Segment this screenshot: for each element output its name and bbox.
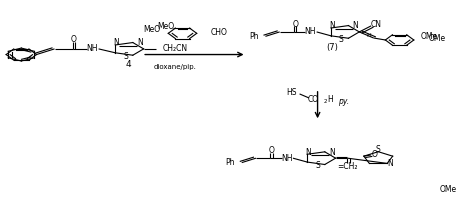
Text: O: O: [71, 35, 76, 44]
Text: H: H: [366, 33, 371, 38]
Text: N: N: [329, 148, 335, 157]
Text: S: S: [339, 35, 344, 44]
Text: CHO: CHO: [211, 28, 228, 37]
Text: =CH₂: =CH₂: [337, 162, 358, 171]
Text: CH₂CN: CH₂CN: [163, 44, 188, 53]
Text: N: N: [329, 21, 335, 30]
Text: MeO: MeO: [143, 25, 160, 34]
Text: O: O: [371, 150, 377, 159]
Text: N: N: [113, 38, 119, 47]
Text: CO: CO: [307, 96, 319, 104]
Text: NH: NH: [87, 44, 98, 53]
Text: dioxane/pip.: dioxane/pip.: [154, 64, 197, 70]
Text: H: H: [328, 96, 333, 104]
Text: NH: NH: [305, 27, 316, 36]
Text: 4: 4: [125, 60, 131, 68]
Text: py.: py.: [338, 97, 349, 105]
Text: N: N: [353, 21, 358, 30]
Text: N: N: [137, 38, 143, 47]
Text: S: S: [376, 145, 381, 154]
Text: Ph: Ph: [225, 158, 235, 167]
Text: (7): (7): [326, 43, 338, 52]
Text: CN: CN: [370, 20, 382, 29]
Text: OMe: OMe: [421, 32, 438, 41]
Text: NH: NH: [281, 154, 292, 163]
Text: S: S: [315, 161, 320, 170]
Text: MeO: MeO: [157, 22, 174, 31]
Text: OMe: OMe: [429, 34, 446, 43]
Text: N: N: [387, 159, 393, 168]
Text: N: N: [305, 148, 311, 157]
Text: O: O: [269, 146, 274, 155]
Text: S: S: [123, 52, 128, 61]
Text: O: O: [292, 20, 298, 29]
Text: HS: HS: [286, 88, 297, 97]
Text: OMe: OMe: [439, 185, 456, 194]
Text: Ph: Ph: [249, 32, 258, 41]
Text: 2: 2: [324, 99, 328, 104]
